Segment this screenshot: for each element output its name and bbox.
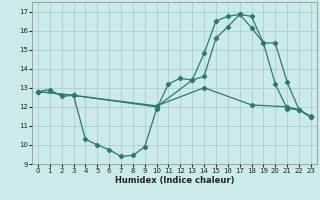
X-axis label: Humidex (Indice chaleur): Humidex (Indice chaleur) [115,176,234,185]
